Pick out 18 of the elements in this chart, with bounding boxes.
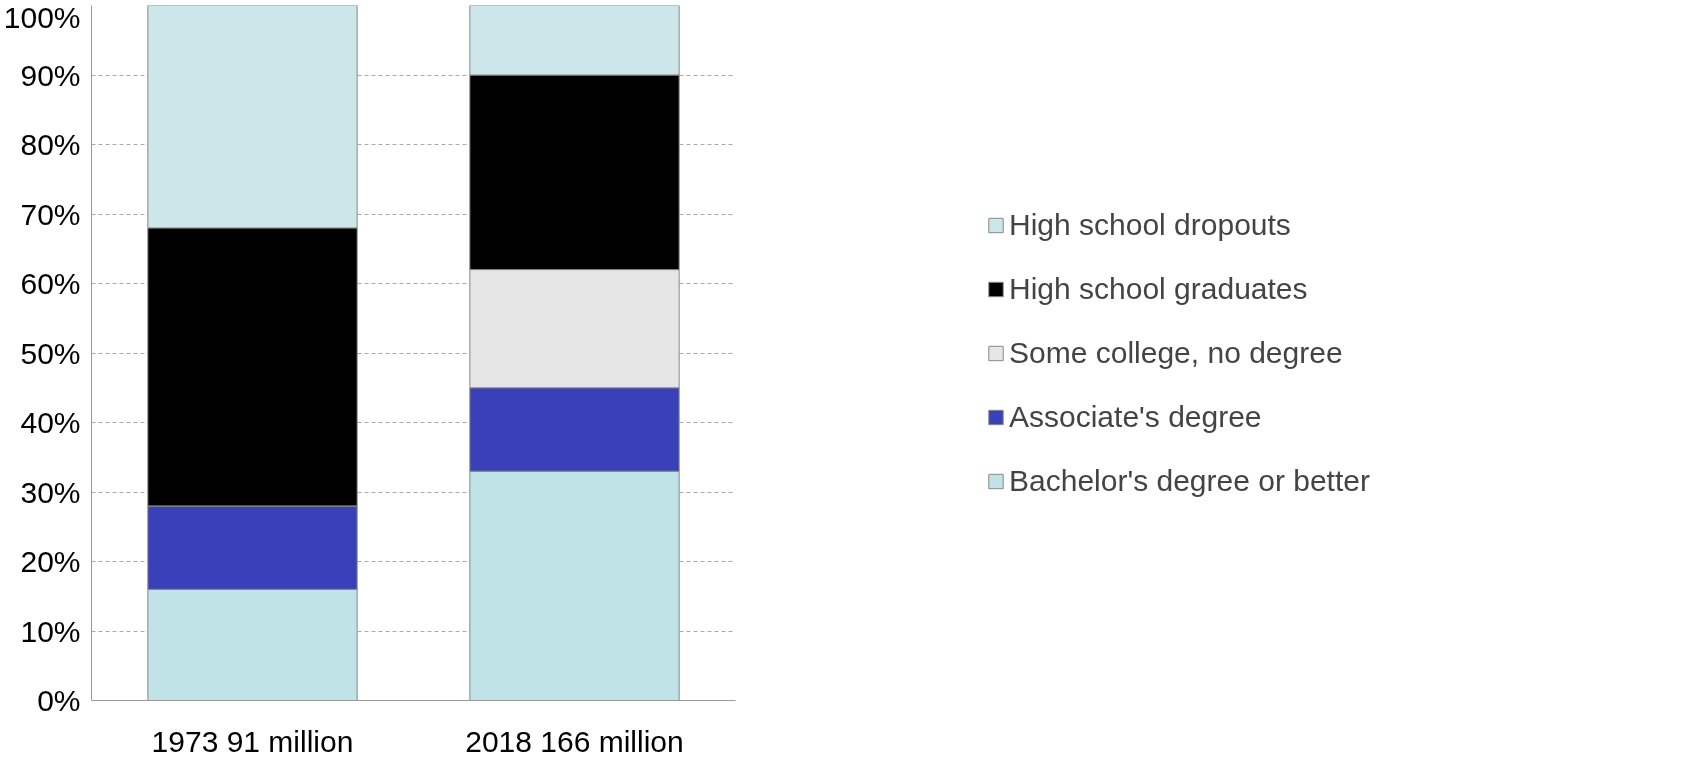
y-tick-label: 0% (37, 684, 81, 717)
legend-label: Bachelor's degree or better (1009, 463, 1371, 498)
legend-label: Some college, no degree (1009, 335, 1344, 370)
y-tick-label: 20% (20, 545, 81, 578)
y-tick-label: 70% (20, 197, 81, 231)
y-tick-label: 50% (20, 336, 81, 370)
legend-label: Associate's degree (1009, 399, 1263, 434)
y-tick-label: 80% (20, 128, 81, 161)
y-tick-label: 30% (20, 475, 81, 509)
x-tick-label: 1973 91 million (151, 724, 354, 758)
legend-label: High school dropouts (1009, 207, 1292, 242)
legend-label: High school graduates (1009, 271, 1309, 306)
y-tick-label: 60% (20, 267, 81, 300)
x-tick-label: 2018 166 million (465, 724, 684, 758)
y-tick-label: 40% (20, 406, 81, 439)
y-tick-label: 100% (3, 0, 81, 34)
y-tick-label: 90% (20, 58, 81, 92)
y-tick-label: 10% (20, 614, 81, 648)
